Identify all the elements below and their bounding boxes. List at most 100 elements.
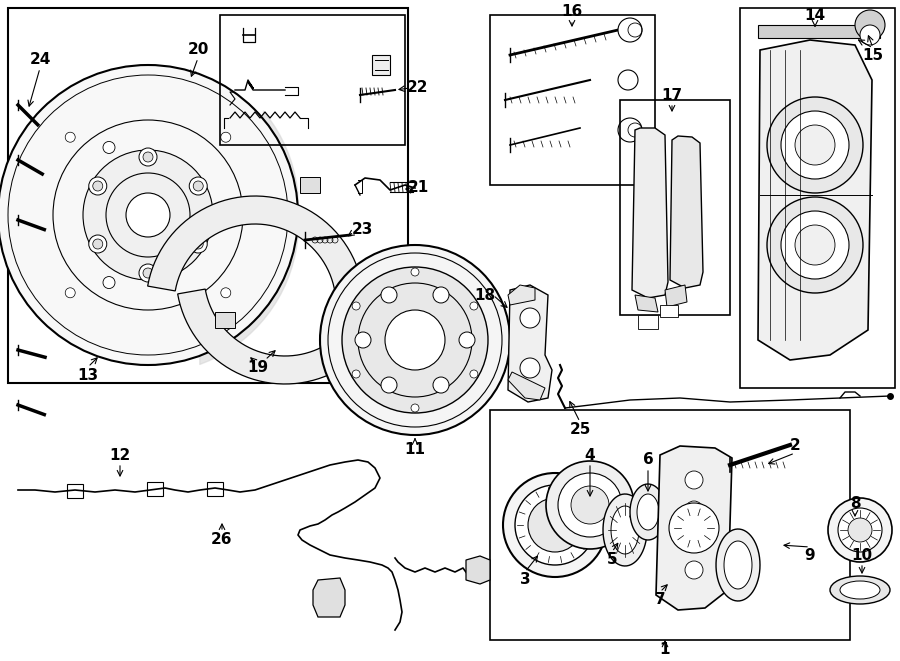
Text: 3: 3 — [519, 572, 530, 588]
Circle shape — [103, 276, 115, 289]
Text: 12: 12 — [110, 447, 130, 463]
Polygon shape — [665, 285, 687, 307]
Polygon shape — [724, 541, 752, 589]
Circle shape — [89, 235, 107, 253]
Circle shape — [355, 332, 371, 348]
Circle shape — [795, 225, 835, 265]
Circle shape — [89, 177, 107, 195]
Circle shape — [352, 302, 360, 310]
Circle shape — [65, 132, 76, 142]
Text: 23: 23 — [351, 223, 373, 237]
Text: 16: 16 — [562, 5, 582, 20]
Bar — [8, 8, 408, 383]
Circle shape — [433, 287, 449, 303]
Circle shape — [838, 508, 882, 552]
Circle shape — [0, 65, 298, 365]
Circle shape — [795, 125, 835, 165]
Bar — [67, 484, 83, 498]
Circle shape — [143, 268, 153, 278]
Circle shape — [685, 561, 703, 579]
Polygon shape — [466, 556, 490, 584]
Text: 5: 5 — [607, 553, 617, 568]
Circle shape — [571, 486, 609, 524]
Circle shape — [558, 473, 622, 537]
Text: 18: 18 — [474, 288, 496, 303]
Bar — [740, 8, 895, 388]
Polygon shape — [611, 506, 639, 554]
Circle shape — [781, 111, 849, 179]
Circle shape — [470, 302, 478, 310]
Circle shape — [848, 518, 872, 542]
Text: 20: 20 — [187, 42, 209, 58]
Text: 7: 7 — [654, 592, 665, 607]
Polygon shape — [215, 312, 235, 328]
Circle shape — [855, 10, 885, 40]
Text: 11: 11 — [404, 442, 426, 457]
Polygon shape — [603, 494, 647, 566]
Polygon shape — [313, 578, 345, 617]
Circle shape — [194, 181, 203, 191]
Polygon shape — [758, 25, 880, 38]
Circle shape — [767, 197, 863, 293]
Circle shape — [618, 70, 638, 90]
Circle shape — [139, 264, 157, 282]
Polygon shape — [637, 494, 659, 530]
Circle shape — [618, 18, 642, 42]
Ellipse shape — [830, 576, 890, 604]
Circle shape — [618, 118, 642, 142]
Circle shape — [669, 503, 719, 553]
Circle shape — [411, 404, 419, 412]
Text: 8: 8 — [850, 496, 860, 510]
Circle shape — [860, 25, 880, 45]
Text: 14: 14 — [805, 7, 825, 22]
Text: 21: 21 — [408, 180, 428, 196]
Circle shape — [220, 209, 232, 221]
Text: 13: 13 — [77, 368, 99, 383]
Polygon shape — [300, 177, 320, 193]
Circle shape — [828, 498, 892, 562]
Text: 24: 24 — [30, 52, 50, 67]
Circle shape — [194, 239, 203, 249]
Circle shape — [220, 132, 230, 142]
Circle shape — [65, 288, 76, 298]
Polygon shape — [630, 484, 666, 540]
Text: 9: 9 — [805, 547, 815, 563]
Circle shape — [411, 268, 419, 276]
Circle shape — [103, 141, 115, 153]
Circle shape — [189, 177, 207, 195]
Bar — [220, 15, 405, 145]
Ellipse shape — [840, 581, 880, 599]
Circle shape — [381, 377, 397, 393]
Polygon shape — [177, 289, 391, 384]
Text: 17: 17 — [662, 87, 682, 102]
Text: 19: 19 — [248, 360, 268, 375]
Text: 25: 25 — [570, 422, 590, 438]
Circle shape — [93, 181, 103, 191]
Circle shape — [93, 239, 103, 249]
Text: 6: 6 — [643, 453, 653, 467]
Polygon shape — [635, 295, 658, 312]
Circle shape — [546, 461, 634, 549]
Circle shape — [470, 370, 478, 378]
Bar — [207, 482, 223, 496]
Circle shape — [352, 370, 360, 378]
Circle shape — [459, 332, 475, 348]
Circle shape — [685, 531, 703, 549]
Polygon shape — [148, 196, 364, 298]
Polygon shape — [508, 372, 545, 400]
Bar — [660, 305, 678, 317]
Bar — [147, 482, 163, 496]
Text: 10: 10 — [851, 547, 873, 563]
Polygon shape — [716, 529, 760, 601]
Polygon shape — [632, 128, 668, 298]
Circle shape — [220, 288, 230, 298]
Polygon shape — [508, 285, 552, 402]
Bar — [638, 315, 658, 329]
Polygon shape — [372, 55, 390, 75]
Bar — [490, 15, 655, 185]
Text: 15: 15 — [862, 48, 884, 63]
Text: 26: 26 — [212, 533, 233, 547]
Polygon shape — [508, 285, 535, 305]
Circle shape — [139, 148, 157, 166]
Circle shape — [515, 485, 595, 565]
